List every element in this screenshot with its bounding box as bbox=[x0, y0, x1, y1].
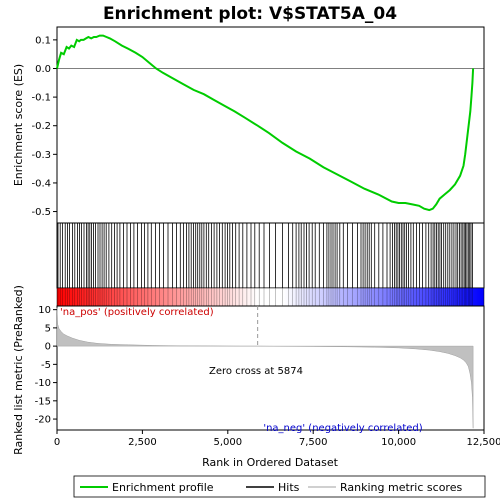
zero-cross-label: Zero cross at 5874 bbox=[209, 366, 303, 377]
metric-panel-frame bbox=[56, 305, 485, 431]
metric-y-tick-label: 10 bbox=[38, 305, 51, 316]
x-axis-label: Rank in Ordered Dataset bbox=[202, 456, 339, 469]
chart-title: Enrichment plot: V$STAT5A_04 bbox=[103, 4, 397, 24]
rank-bar-hit-marks bbox=[57, 288, 473, 306]
metric-y-tick-label: -10 bbox=[35, 378, 51, 389]
metric-y-tick-label: -15 bbox=[35, 396, 51, 407]
pos-label: 'na_pos' (positively correlated) bbox=[60, 307, 214, 318]
legend-metric-label: Ranking metric scores bbox=[340, 481, 462, 494]
rank-color-bar bbox=[56, 287, 485, 307]
metric-y-tick-label: 0 bbox=[45, 342, 51, 353]
es-y-tick-label: 0.1 bbox=[35, 35, 51, 46]
hits-panel bbox=[56, 222, 485, 289]
es-y-tick-label: -0.1 bbox=[31, 93, 51, 104]
metric-panel: 10 5 0 -5 -10 -15 -20 'na_pos' (positively cor… bbox=[12, 285, 485, 455]
rank-gradient bbox=[56, 287, 485, 307]
es-y-tick-label: -0.3 bbox=[31, 150, 51, 161]
x-tick-label: 10,000 bbox=[381, 437, 416, 448]
hit-marks bbox=[57, 223, 473, 288]
es-y-tick-label: -0.4 bbox=[31, 178, 51, 189]
es-y-axis: 0.1 0.0 -0.1 -0.2 -0.3 -0.4 -0.5 bbox=[31, 35, 57, 218]
legend-enrichment-label: Enrichment profile bbox=[112, 481, 214, 494]
legend-frame bbox=[73, 475, 486, 498]
legend-hits-label: Hits bbox=[278, 481, 300, 494]
metric-y-axis-label: Ranked list metric (PreRanked) bbox=[12, 285, 25, 455]
x-tick-label: 12,500 bbox=[467, 437, 500, 448]
x-tick-label: 5,000 bbox=[213, 437, 242, 448]
es-y-tick-label: 0.0 bbox=[35, 64, 51, 75]
x-tick-label: 0 bbox=[54, 437, 60, 448]
legend: Enrichment profile Hits Ranking metric s… bbox=[73, 475, 486, 498]
enrichment-profile-line bbox=[56, 34, 475, 212]
neg-label: 'na_neg' (negatively correlated) bbox=[263, 423, 422, 434]
x-tick-label: 2,500 bbox=[128, 437, 157, 448]
metric-y-axis: 10 5 0 -5 -10 -15 -20 bbox=[35, 305, 57, 426]
x-axis: 0 2,500 5,000 7,500 10,000 12,500 bbox=[54, 430, 500, 448]
es-panel-frame bbox=[56, 26, 485, 224]
metric-y-tick-label: -20 bbox=[35, 415, 51, 426]
metric-y-tick-label: -5 bbox=[41, 360, 51, 371]
hits-panel-frame bbox=[56, 222, 485, 289]
es-y-tick-label: -0.5 bbox=[31, 207, 51, 218]
es-panel: 0.1 0.0 -0.1 -0.2 -0.3 -0.4 -0.5 Enrichment sc… bbox=[12, 26, 485, 224]
metric-y-tick-label: 5 bbox=[45, 323, 51, 334]
x-tick-label: 7,500 bbox=[299, 437, 328, 448]
es-y-tick-label: -0.2 bbox=[31, 121, 51, 132]
es-y-axis-label: Enrichment score (ES) bbox=[12, 64, 25, 186]
ranking-metric-area bbox=[56, 307, 474, 429]
